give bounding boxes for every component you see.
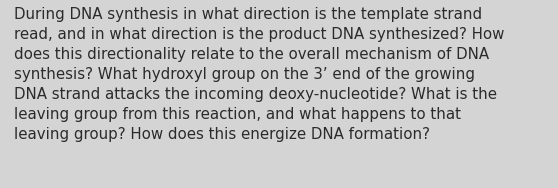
Text: During DNA synthesis in what direction is the template strand
read, and in what : During DNA synthesis in what direction i…: [14, 7, 504, 142]
